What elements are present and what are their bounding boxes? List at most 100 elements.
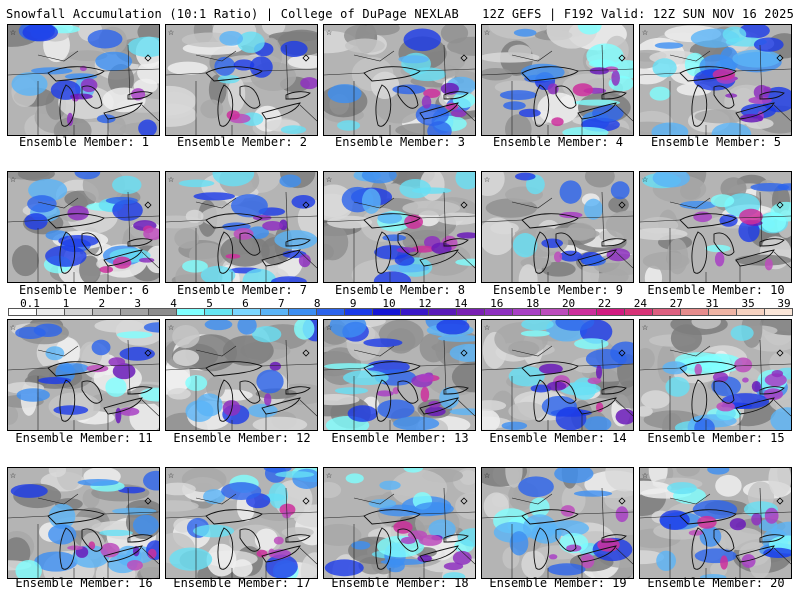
- snowfall-map-canvas: ☆: [166, 25, 317, 135]
- svg-text:☆: ☆: [326, 470, 332, 481]
- colorbar-tick-label: 18: [526, 297, 540, 310]
- snowfall-map-canvas: ☆: [640, 172, 791, 282]
- ensemble-member-label: Ensemble Member: 6: [18, 283, 150, 297]
- colorbar-tick-label: 12: [418, 297, 432, 310]
- ensemble-member-label: Ensemble Member: 15: [647, 431, 785, 445]
- colorbar-tick-label: 22: [597, 297, 612, 310]
- ensemble-member-map: ☆: [481, 171, 634, 283]
- ensemble-member-label: Ensemble Member: 14: [489, 431, 627, 445]
- ensemble-member-label: Ensemble Member: 9: [492, 283, 624, 297]
- snowfall-colorbar: 0.1 1 2 3 4 5 6 7 8 9 10 12 14 16 18 20 22 24 27 31 35 39: [8, 297, 793, 319]
- colorbar-tick-label: 8: [313, 297, 321, 310]
- ensemble-member-label: Ensemble Member: 8: [334, 283, 466, 297]
- ensemble-member-label: Ensemble Member: 5: [650, 135, 782, 149]
- ensemble-member-label: Ensemble Member: 10: [647, 283, 785, 297]
- ensemble-member-map: ☆: [7, 467, 160, 579]
- ensemble-member-map: ☆: [7, 171, 160, 283]
- ensemble-member-map: ☆: [481, 467, 634, 579]
- ensemble-member-label: Ensemble Member: 2: [176, 135, 308, 149]
- ensemble-member-map: ☆: [639, 467, 792, 579]
- colorbar-swatch: [764, 308, 793, 316]
- colorbar-swatch: [260, 308, 289, 316]
- colorbar-swatch: [92, 308, 121, 316]
- ensemble-member-map: ☆: [323, 467, 476, 579]
- ensemble-member-label: Ensemble Member: 20: [647, 576, 785, 590]
- snowfall-map-canvas: ☆: [324, 468, 475, 578]
- colorbar-tick-label: 5: [206, 297, 213, 310]
- ensemble-member-map: ☆: [639, 24, 792, 136]
- colorbar-tick-label: 31: [705, 297, 719, 310]
- ensemble-member-label: Ensemble Member: 1: [18, 135, 150, 149]
- snowfall-map-canvas: ☆: [166, 468, 317, 578]
- svg-text:☆: ☆: [168, 322, 174, 333]
- ensemble-member-map: ☆: [165, 24, 318, 136]
- map-title: Snowfall Accumulation (10:1 Ratio) | Col…: [6, 7, 459, 21]
- snowfall-map-canvas: ☆: [8, 468, 159, 578]
- ensemble-member-map: ☆: [323, 319, 476, 431]
- svg-text:☆: ☆: [10, 27, 16, 38]
- ensemble-member-label: Ensemble Member: 3: [334, 135, 466, 149]
- colorbar-tick-label: 1: [62, 297, 70, 310]
- colorbar-tick-label: 6: [242, 297, 249, 310]
- snowfall-map-canvas: ☆: [166, 320, 317, 430]
- snowfall-map-canvas: ☆: [482, 468, 633, 578]
- snowfall-map-canvas: ☆: [8, 320, 159, 430]
- svg-text:☆: ☆: [168, 27, 174, 38]
- colorbar-tick-label: 2: [98, 297, 106, 310]
- svg-text:☆: ☆: [642, 174, 648, 185]
- colorbar-tick-label: 9: [349, 297, 357, 310]
- ensemble-member-label: Ensemble Member: 11: [15, 431, 153, 445]
- colorbar-swatch: [36, 308, 65, 316]
- ensemble-member-label: Ensemble Member: 4: [492, 135, 624, 149]
- colorbar-swatch: [288, 308, 317, 316]
- snowfall-map-canvas: ☆: [482, 172, 633, 282]
- ensemble-member-map: ☆: [165, 319, 318, 431]
- ensemble-member-label: Ensemble Member: 13: [331, 431, 469, 445]
- model-run-info: 12Z GEFS | F192 Valid: 12Z SUN NOV 16 20…: [482, 7, 794, 21]
- svg-text:☆: ☆: [326, 322, 332, 333]
- colorbar-swatch: [428, 308, 457, 316]
- snowfall-map-canvas: ☆: [166, 172, 317, 282]
- ensemble-member-label: Ensemble Member: 7: [176, 283, 308, 297]
- ensemble-member-label: Ensemble Member: 19: [489, 576, 627, 590]
- snowfall-map-canvas: ☆: [324, 25, 475, 135]
- svg-text:☆: ☆: [168, 174, 174, 185]
- colorbar-tick-label: 7: [278, 297, 285, 310]
- ensemble-member-map: ☆: [481, 24, 634, 136]
- ensemble-member-map: ☆: [165, 467, 318, 579]
- ensemble-member-label: Ensemble Member: 17: [173, 576, 311, 590]
- colorbar-tick-label: 0.1: [20, 297, 40, 310]
- svg-text:☆: ☆: [10, 322, 16, 333]
- snowfall-map-canvas: ☆: [482, 320, 633, 430]
- colorbar-tick-label: 39: [777, 297, 791, 310]
- colorbar-tick-label: 10: [382, 297, 396, 310]
- colorbar-tick-label: 24: [633, 297, 647, 310]
- svg-text:☆: ☆: [642, 322, 648, 333]
- colorbar-tick-label: 20: [561, 297, 576, 310]
- snowfall-map-canvas: ☆: [8, 25, 159, 135]
- ensemble-member-label: Ensemble Member: 12: [173, 431, 311, 445]
- ensemble-member-map: ☆: [7, 319, 160, 431]
- svg-text:☆: ☆: [168, 470, 174, 481]
- svg-text:☆: ☆: [642, 470, 648, 481]
- svg-text:☆: ☆: [10, 470, 16, 481]
- ensemble-member-label: Ensemble Member: 16: [15, 576, 153, 590]
- colorbar-tick-label: 27: [669, 297, 683, 310]
- svg-text:☆: ☆: [326, 174, 332, 185]
- ensemble-member-map: ☆: [481, 319, 634, 431]
- ensemble-member-map: ☆: [7, 24, 160, 136]
- colorbar-swatch: [344, 308, 373, 316]
- ensemble-member-map: ☆: [639, 171, 792, 283]
- ensemble-member-map: ☆: [165, 171, 318, 283]
- snowfall-map-canvas: ☆: [640, 468, 791, 578]
- ensemble-member-label: Ensemble Member: 18: [331, 576, 469, 590]
- snowfall-map-canvas: ☆: [640, 25, 791, 135]
- svg-text:☆: ☆: [484, 322, 490, 333]
- svg-text:☆: ☆: [326, 27, 332, 38]
- colorbar-swatch: [176, 308, 205, 316]
- svg-text:☆: ☆: [484, 27, 490, 38]
- svg-text:☆: ☆: [484, 174, 490, 185]
- svg-text:☆: ☆: [10, 174, 16, 185]
- ensemble-member-map: ☆: [639, 319, 792, 431]
